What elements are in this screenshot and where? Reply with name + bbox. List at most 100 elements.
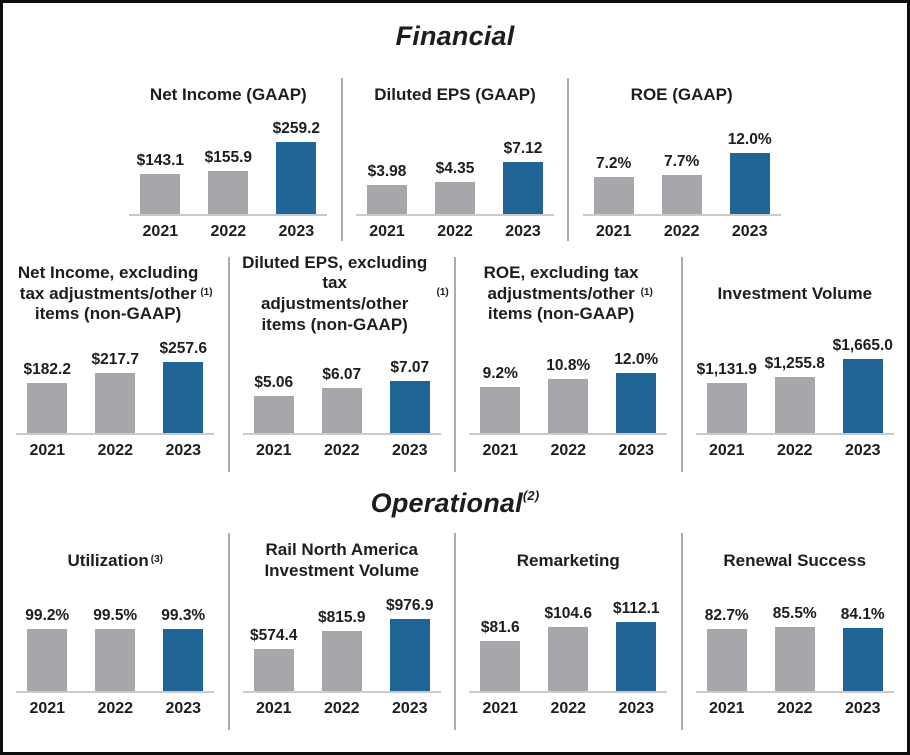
bar-value-label: 7.2% [596,155,632,173]
year-label: 2021 [708,700,745,718]
bar-value-label: $112.1 [612,600,660,618]
year-label: 2023 [618,700,655,718]
chart-title-text: Net Income, excluding tax adjustments/ot… [17,262,199,324]
bar-group-2022: 85.5% [764,605,826,692]
bar-value-label: $815.9 [318,609,366,627]
chart-title: Utilization (3) [8,533,222,589]
bar-group-2023: $1,665.0 [832,337,894,434]
bar-value-label: 99.5% [93,607,138,625]
bars-plot-area: 99.2% 99.5% 99.3% [16,589,215,694]
year-label: 2023 [165,442,202,460]
chart-title-text: Remarketing [516,550,620,570]
bar-value-label: $143.1 [136,152,185,170]
bar-value-label: 9.2% [482,365,518,383]
section-title-operational: Operational(2) [3,488,907,519]
bar-group-2021: $81.6 [469,619,531,692]
bar-group-2021: 7.2% [583,155,645,215]
bar-2022 [548,627,589,692]
bar-group-2021: $5.06 [243,374,305,434]
year-label: 2021 [142,223,179,241]
year-label: 2021 [29,700,66,718]
chart-title-text: Renewal Success [723,550,867,570]
bar-group-2021: 9.2% [469,365,531,434]
financial-gaap-chart-row: Net Income (GAAP) $143.1 $155.9 $259.2 2021 2… [116,78,794,242]
bar-2022 [95,373,136,434]
chart-title: Investment Volume [688,257,902,331]
bar-2021 [253,396,294,434]
bar-2021 [480,641,521,692]
bar-value-label: 84.1% [840,606,885,624]
year-label: 2023 [165,700,202,718]
bars-plot-area: $574.4 $815.9 $976.9 [242,589,441,694]
year-label: 2022 [437,223,473,241]
x-axis-labels: 2021 2022 2023 [469,693,667,718]
chart-title: Net Income (GAAP) [121,78,335,112]
year-label: 2021 [708,442,745,460]
bar-group-2023: 12.0% [605,351,667,434]
bar-2023 [842,628,883,692]
bar-group-2023: 12.0% [719,131,781,215]
bar-2022 [548,379,589,434]
bar-2023 [163,362,204,434]
x-axis-labels: 2021 2022 2023 [583,216,781,241]
section-title-financial-text: Financial [395,21,515,51]
bar-group-2023: $7.07 [379,359,441,434]
bar-2022 [321,631,362,692]
bar-2022 [435,182,475,215]
bar-value-label: $259.2 [272,120,321,138]
chart-roe-non-gaap: ROE, excluding tax adjustments/other ite… [454,257,681,473]
chart-title: Diluted EPS (GAAP) [348,78,562,112]
bar-2023 [389,381,430,434]
year-label: 2021 [29,442,66,460]
year-label: 2021 [482,700,519,718]
bar-group-2023: $976.9 [379,597,441,692]
x-axis-labels: 2021 2022 2023 [696,693,894,718]
bar-value-label: 99.2% [25,607,70,625]
bar-group-2022: $1,255.8 [764,355,826,434]
bar-value-label: $4.35 [435,160,475,178]
bar-2022 [95,629,136,692]
chart-net-income-non-gaap: Net Income, excluding tax adjustments/ot… [3,257,228,472]
year-label: 2023 [844,700,881,718]
chart-title: ROE (GAAP) [575,78,789,112]
x-axis-labels: 2021 2022 2023 [356,216,554,241]
bar-2021 [27,383,68,434]
bars-plot-area: $81.6 $104.6 $112.1 [469,589,668,694]
bar-group-2022: $6.07 [311,366,373,434]
chart-title-text: ROE, excluding tax adjustments/other ite… [483,262,639,324]
bar-group-2023: 99.3% [152,607,214,692]
year-label: 2021 [595,223,632,241]
year-label: 2021 [255,442,292,460]
bar-2022 [661,175,702,215]
bar-group-2022: $4.35 [424,160,486,215]
bar-group-2021: $143.1 [129,152,191,215]
bar-2021 [367,185,407,215]
bar-value-label: $7.07 [390,359,430,377]
bar-2023 [163,629,204,692]
chart-footnote-marker: (3) [150,554,163,565]
x-axis-labels: 2021 2022 2023 [243,693,441,718]
bar-2022 [774,627,815,692]
bar-value-label: $1,255.8 [764,355,825,373]
chart-renewal-success: Renewal Success 82.7% 85.5% 84.1% 2021 2022 20… [680,533,908,731]
x-axis-labels: 2021 2022 2023 [129,216,327,241]
chart-title: ROE, excluding tax adjustments/other ite… [461,257,675,331]
bar-value-label: 82.7% [704,607,749,625]
bar-group-2021: 82.7% [696,607,758,692]
year-label: 2023 [391,700,428,718]
bar-value-label: $81.6 [480,619,520,637]
chart-footnote-marker: (1) [640,286,653,298]
bar-value-label: 10.8% [546,357,591,375]
year-label: 2022 [97,442,134,460]
operational-chart-row: Utilization (3) 99.2% 99.5% 99.3% 2021 2022 202… [3,533,907,732]
bar-group-2023: $112.1 [605,600,667,692]
year-label: 2023 [505,223,541,241]
bar-value-label: 12.0% [614,351,659,369]
year-label: 2022 [663,223,700,241]
year-label: 2022 [323,442,360,460]
bar-value-label: $1,131.9 [696,361,757,379]
year-label: 2023 [731,223,768,241]
x-axis-labels: 2021 2022 2023 [243,435,441,460]
bars-plot-area: $3.98 $4.35 $7.12 [356,112,554,217]
